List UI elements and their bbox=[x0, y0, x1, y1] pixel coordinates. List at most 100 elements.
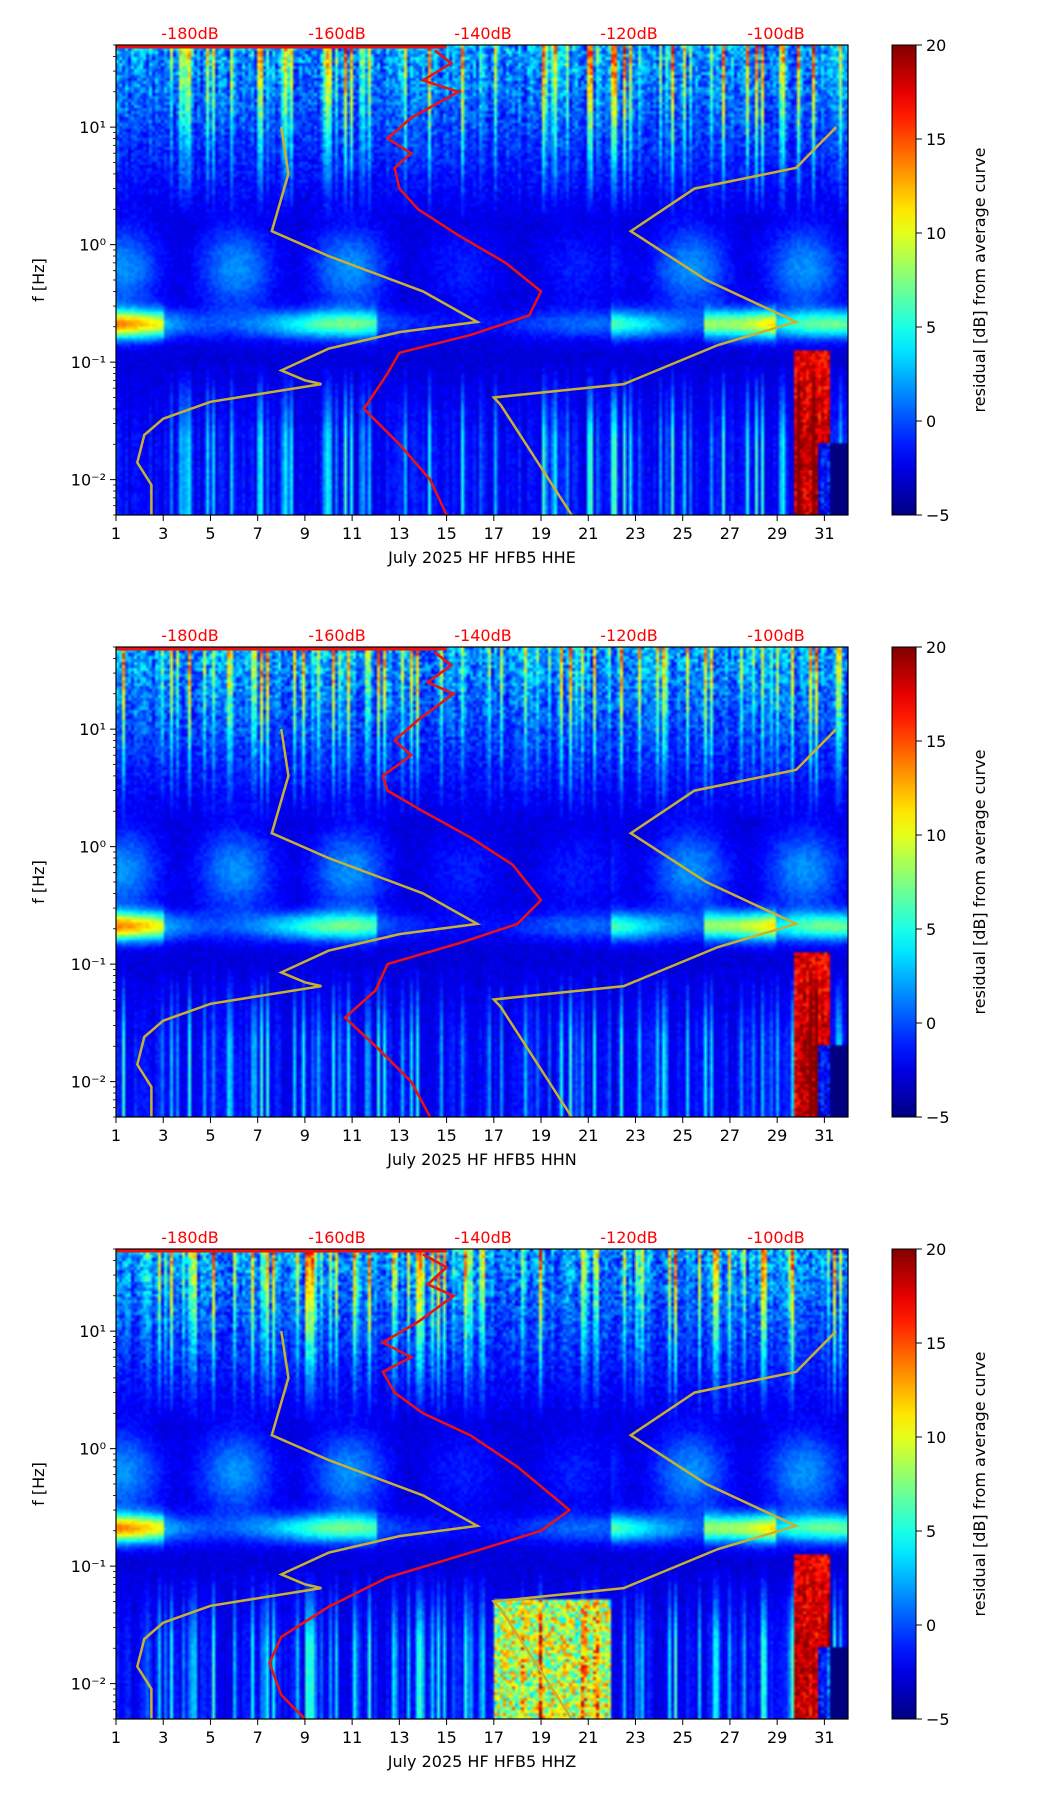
colorbar-label: residual [dB] from average curve bbox=[970, 148, 989, 413]
y-tick-label: 10⁻¹ bbox=[71, 353, 106, 372]
db-scale-label: -120dB bbox=[600, 24, 657, 43]
average-curve bbox=[343, 651, 543, 1118]
colorbar-label: residual [dB] from average curve bbox=[970, 750, 989, 1015]
y-tick-label: 10¹ bbox=[79, 1322, 106, 1341]
x-tick-label: 19 bbox=[531, 1728, 551, 1747]
spectrogram-image bbox=[116, 45, 848, 515]
x-tick-label: 13 bbox=[389, 524, 409, 543]
x-tick-label: 5 bbox=[205, 524, 215, 543]
colorbar-tick-label: −5 bbox=[926, 506, 950, 525]
x-tick-label: 27 bbox=[720, 1126, 740, 1145]
x-tick-label: 1 bbox=[111, 524, 121, 543]
panel-hhz: 1 3 5 7 9 11 13 15 17 19 21 23 25 27 29 31 10⁻² 10⁻¹ 10⁰ 10… bbox=[0, 1204, 1052, 1806]
y-tick-label: 10¹ bbox=[79, 720, 106, 739]
colorbar-frame bbox=[891, 646, 917, 1118]
x-tick-label: 23 bbox=[625, 1728, 645, 1747]
db-scale-label: -140dB bbox=[454, 626, 511, 645]
colorbar-tick-label: 5 bbox=[926, 920, 936, 939]
x-tick-label: 27 bbox=[720, 1728, 740, 1747]
x-tick-label: 21 bbox=[578, 1728, 598, 1747]
db-scale-label: -160dB bbox=[308, 24, 365, 43]
model-curve-2 bbox=[491, 1330, 838, 1720]
colorbar-frame bbox=[891, 1248, 917, 1720]
colorbar-tick-label: 15 bbox=[926, 732, 946, 751]
colorbar-tick-label: 10 bbox=[926, 826, 946, 845]
x-tick-label: 7 bbox=[253, 1728, 263, 1747]
x-tick-label: 15 bbox=[436, 1126, 456, 1145]
x-tick-label: 23 bbox=[625, 1126, 645, 1145]
x-tick-label: 17 bbox=[484, 524, 504, 543]
colorbar-tick-label: 20 bbox=[926, 638, 946, 657]
chart-svg-hhz: 1 3 5 7 9 11 13 15 17 19 21 23 25 27 29 3110⁻²10⁻¹10⁰10… bbox=[29, 1228, 989, 1771]
x-tick-label: 25 bbox=[673, 1126, 693, 1145]
x-tick-label: 1 bbox=[111, 1728, 121, 1747]
db-scale-label: -140dB bbox=[454, 24, 511, 43]
colorbar-tick-label: 10 bbox=[926, 224, 946, 243]
y-tick-label: 10⁻¹ bbox=[71, 955, 106, 974]
x-tick-label: 11 bbox=[342, 1126, 362, 1145]
colorbar-tick-label: 0 bbox=[926, 1616, 936, 1635]
db-scale-label: -100dB bbox=[747, 1228, 804, 1247]
x-tick-label: 5 bbox=[205, 1126, 215, 1145]
colorbar-tick-label: 5 bbox=[926, 318, 936, 337]
chart-svg-hhe: 1 3 5 7 9 11 13 15 17 19 21 23 25 27 29 3110⁻²10⁻¹10⁰10… bbox=[29, 24, 989, 567]
model-curve-2 bbox=[491, 728, 838, 1118]
spectrogram-image bbox=[116, 1249, 848, 1719]
colorbar-tick-label: −5 bbox=[926, 1108, 950, 1127]
y-tick-label: 10⁰ bbox=[79, 838, 106, 857]
x-tick-label: 7 bbox=[253, 1126, 263, 1145]
db-scale-label: -160dB bbox=[308, 1228, 365, 1247]
y-tick-label: 10⁻² bbox=[71, 1073, 106, 1092]
x-tick-label: 11 bbox=[342, 524, 362, 543]
x-tick-label: 3 bbox=[158, 524, 168, 543]
db-scale-label: -160dB bbox=[308, 626, 365, 645]
x-tick-label: 23 bbox=[625, 524, 645, 543]
x-tick-label: 5 bbox=[205, 1728, 215, 1747]
average-curve bbox=[268, 1253, 572, 1720]
model-curve-2 bbox=[491, 126, 838, 516]
panel-hhn: 1 3 5 7 9 11 13 15 17 19 21 23 25 27 29 31 10⁻² 10⁻¹ 10⁰ 10… bbox=[0, 602, 1052, 1204]
x-axis-label: July 2025 HF HFB5 HHE bbox=[387, 548, 576, 567]
y-tick-label: 10¹ bbox=[79, 118, 106, 137]
average-curve bbox=[362, 49, 543, 516]
db-scale-label: -100dB bbox=[747, 24, 804, 43]
db-scale-label: -180dB bbox=[161, 1228, 218, 1247]
x-tick-label: 31 bbox=[814, 1126, 834, 1145]
x-tick-label: 9 bbox=[300, 1728, 310, 1747]
colorbar-tick-label: 10 bbox=[926, 1428, 946, 1447]
colorbar-tick-label: 15 bbox=[926, 130, 946, 149]
x-tick-label: 1 bbox=[111, 1126, 121, 1145]
colorbar bbox=[892, 1249, 916, 1719]
x-axis-label: July 2025 HF HFB5 HHZ bbox=[387, 1752, 577, 1771]
x-tick-label: 19 bbox=[531, 1126, 551, 1145]
y-tick-label: 10⁰ bbox=[79, 1440, 106, 1459]
x-tick-label: 3 bbox=[158, 1728, 168, 1747]
x-tick-label: 3 bbox=[158, 1126, 168, 1145]
db-scale-label: -140dB bbox=[454, 1228, 511, 1247]
db-scale-label: -120dB bbox=[600, 1228, 657, 1247]
colorbar-tick-label: 20 bbox=[926, 1240, 946, 1259]
x-tick-label: 25 bbox=[673, 1728, 693, 1747]
colorbar-label: residual [dB] from average curve bbox=[970, 1352, 989, 1617]
y-tick-label: 10⁻² bbox=[71, 1675, 106, 1694]
model-curve-1 bbox=[135, 126, 482, 515]
y-axis-label: f [Hz] bbox=[29, 860, 48, 904]
x-tick-label: 29 bbox=[767, 1126, 787, 1145]
x-tick-label: 25 bbox=[673, 524, 693, 543]
x-tick-label: 13 bbox=[389, 1728, 409, 1747]
spectrogram-image bbox=[116, 647, 848, 1117]
colorbar-tick-label: 20 bbox=[926, 36, 946, 55]
colorbar-frame bbox=[891, 44, 917, 516]
x-tick-label: 19 bbox=[531, 524, 551, 543]
panel-hhe: 1 3 5 7 9 11 13 15 17 19 21 23 25 27 29 31 10⁻² 10⁻¹ 10⁰ 10… bbox=[0, 0, 1052, 602]
x-tick-label: 29 bbox=[767, 1728, 787, 1747]
colorbar bbox=[892, 647, 916, 1117]
y-axis-label: f [Hz] bbox=[29, 258, 48, 302]
db-scale-label: -100dB bbox=[747, 626, 804, 645]
colorbar-tick-label: 15 bbox=[926, 1334, 946, 1353]
model-curve-1 bbox=[135, 728, 482, 1117]
model-curve-1 bbox=[135, 1330, 482, 1719]
x-tick-label: 21 bbox=[578, 524, 598, 543]
x-tick-label: 11 bbox=[342, 1728, 362, 1747]
